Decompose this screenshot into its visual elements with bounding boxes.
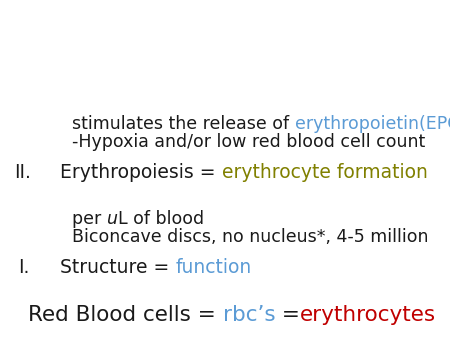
Text: Structure =: Structure =	[60, 258, 175, 277]
Text: -Hypoxia and/or low red blood cell count: -Hypoxia and/or low red blood cell count	[72, 133, 425, 151]
Text: =: =	[275, 305, 300, 325]
Text: I.: I.	[18, 258, 29, 277]
Text: L of blood: L of blood	[118, 210, 204, 228]
Text: function: function	[175, 258, 252, 277]
Text: u: u	[107, 210, 118, 228]
Text: rbc’s: rbc’s	[223, 305, 275, 325]
Text: erythrocyte formation: erythrocyte formation	[221, 163, 428, 182]
Text: erythrocytes: erythrocytes	[300, 305, 436, 325]
Text: stimulates the release of: stimulates the release of	[72, 115, 295, 133]
Text: II.: II.	[14, 163, 31, 182]
Text: Red Blood cells =: Red Blood cells =	[28, 305, 223, 325]
Text: per: per	[72, 210, 107, 228]
Text: Erythropoiesis =: Erythropoiesis =	[60, 163, 221, 182]
Text: erythropoietin(EPO): erythropoietin(EPO)	[295, 115, 450, 133]
Text: Biconcave discs, no nucleus*, 4-5 million: Biconcave discs, no nucleus*, 4-5 millio…	[72, 228, 428, 246]
